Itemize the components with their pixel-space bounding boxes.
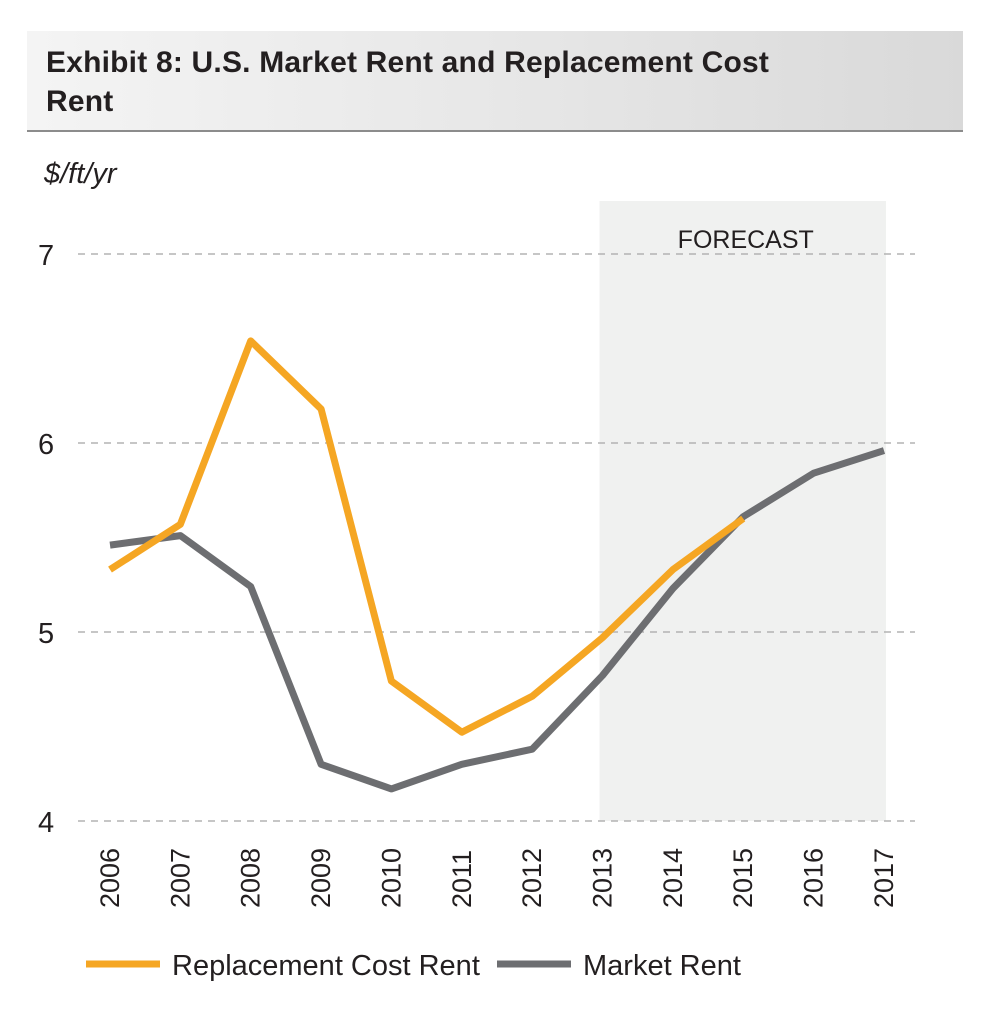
y-tick-label: 7 bbox=[38, 240, 54, 272]
legend: Replacement Cost Rent Market Rent bbox=[86, 950, 741, 982]
x-tick-label: 2017 bbox=[869, 848, 899, 908]
title-band: Exhibit 8: U.S. Market Rent and Replacem… bbox=[27, 31, 963, 132]
x-tick-label: 2012 bbox=[517, 848, 547, 908]
series-line-market-rent bbox=[109, 447, 886, 793]
y-tick-label: 6 bbox=[38, 429, 54, 461]
x-tick-label: 2006 bbox=[95, 848, 125, 908]
y-axis-label: $/ft/yr bbox=[43, 158, 118, 190]
x-tick-label: 2015 bbox=[728, 848, 758, 908]
legend-label-market-rent: Market Rent bbox=[583, 950, 741, 982]
x-tick-label: 2011 bbox=[447, 850, 477, 908]
series-line-replacement-cost-rent bbox=[108, 337, 746, 736]
x-tick-label: 2007 bbox=[165, 848, 195, 908]
forecast-band bbox=[599, 201, 886, 821]
x-tick-label: 2013 bbox=[588, 848, 618, 908]
x-tick-label: 2016 bbox=[799, 848, 829, 908]
x-tick-label: 2010 bbox=[376, 848, 406, 908]
x-tick-labels: 2006 2007 2008 2009 2010 2011 2012 2013 2014 2015… bbox=[95, 848, 899, 908]
forecast-label: FORECAST bbox=[678, 226, 814, 254]
grid-lines bbox=[78, 253, 915, 822]
legend-label-replacement-cost-rent: Replacement Cost Rent bbox=[172, 950, 480, 982]
y-tick-labels: 7 6 5 4 bbox=[38, 240, 54, 839]
x-tick-label: 2009 bbox=[306, 848, 336, 908]
series-lines bbox=[108, 337, 886, 793]
y-tick-label: 4 bbox=[38, 807, 54, 839]
x-tick-label: 2008 bbox=[236, 848, 266, 908]
y-tick-label: 5 bbox=[38, 618, 54, 650]
chart-title: Exhibit 8: U.S. Market Rent and Replacem… bbox=[46, 46, 770, 118]
x-tick-label: 2014 bbox=[658, 848, 688, 908]
